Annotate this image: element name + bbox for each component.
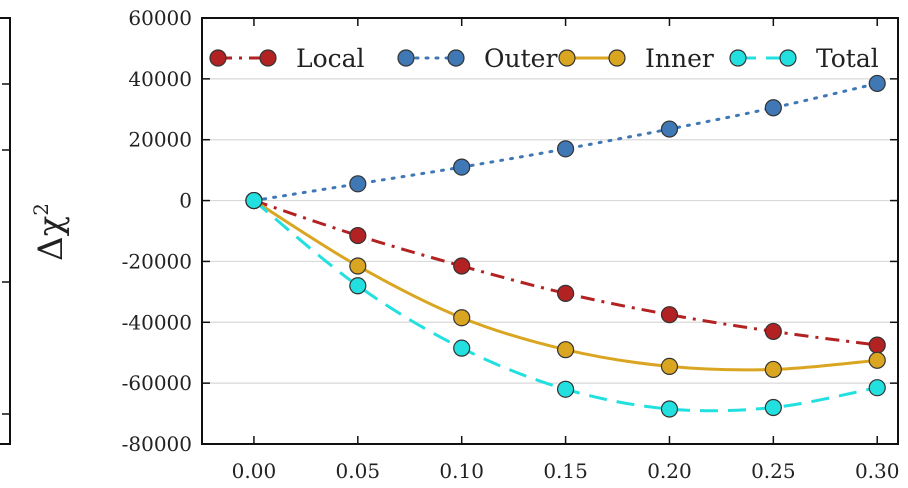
series-lines — [252, 81, 879, 413]
data-point-local — [868, 336, 886, 354]
data-point-outer — [660, 120, 679, 138]
legend-marker-outer — [447, 49, 465, 67]
y-tick-label: -20000 — [122, 249, 192, 273]
plot-frame — [201, 17, 899, 445]
data-point-inner — [764, 360, 782, 379]
data-point-total — [764, 398, 782, 417]
y-tick-label: 40000 — [128, 67, 192, 91]
data-point-total — [868, 379, 886, 397]
x-tick-label: 0.25 — [751, 459, 796, 483]
data-point-local — [453, 257, 471, 275]
legend: Local Outer Inner Total — [209, 44, 879, 73]
data-point-total — [453, 339, 471, 357]
legend-marker-inner — [608, 49, 626, 67]
data-point-inner — [453, 309, 471, 327]
y-axis-label-superscript: 2 — [29, 203, 53, 216]
y-tick-label: -80000 — [122, 432, 192, 456]
legend-label-total: Total — [816, 44, 879, 73]
data-point-total — [349, 277, 367, 295]
y-tick-labels: 60000 40000 20000 0 -20000 -40000 -60000 -80000 — [122, 6, 192, 456]
x-tick-labels: 0.00 0.05 0.10 0.15 0.20 0.25 0.30 — [232, 459, 900, 483]
data-point-local — [660, 306, 679, 324]
data-point-outer — [349, 175, 367, 193]
legend-marker-local — [209, 49, 227, 67]
y-tick-label: 0 — [179, 189, 192, 213]
data-point-local — [349, 226, 367, 245]
data-point-outer — [453, 158, 471, 176]
y-axis-label: Δχ2 — [29, 203, 71, 261]
legend-label-outer: Outer — [484, 44, 557, 73]
x-tick-label: 0.10 — [439, 459, 484, 483]
y-tick-label: 20000 — [128, 128, 192, 152]
data-point-outer — [556, 140, 575, 158]
axis-ticks — [202, 17, 898, 445]
data-point-inner — [349, 257, 367, 275]
data-point-outer — [764, 99, 782, 117]
y-tick-label: -60000 — [122, 371, 192, 395]
series-line-local — [253, 199, 878, 347]
data-point-total — [245, 191, 263, 210]
x-tick-label: 0.00 — [232, 459, 277, 483]
x-tick-label: 0.30 — [855, 459, 900, 483]
y-tick-label: -40000 — [122, 310, 192, 334]
data-point-local — [556, 284, 575, 302]
data-point-inner — [556, 341, 575, 359]
x-tick-label: 0.15 — [543, 459, 588, 483]
x-tick-label: 0.05 — [336, 459, 381, 483]
x-tick-label: 0.20 — [647, 459, 692, 483]
legend-marker-total — [729, 49, 747, 67]
data-point-inner — [660, 357, 679, 376]
legend-marker-outer — [397, 49, 415, 67]
legend-marker-total — [779, 49, 797, 67]
legend-label-inner: Inner — [645, 44, 714, 73]
legend-marker-local — [259, 49, 277, 67]
series-points — [245, 74, 886, 418]
grid-lines — [202, 78, 898, 384]
previous-panel-edge — [0, 17, 11, 445]
legend-marker-inner — [558, 49, 576, 67]
y-axis-label-text: Δχ — [31, 216, 71, 261]
data-point-total — [660, 400, 679, 418]
data-point-outer — [868, 74, 886, 93]
legend-label-local: Local — [296, 44, 365, 73]
data-point-inner — [868, 351, 886, 369]
y-tick-label: 60000 — [128, 6, 192, 30]
data-point-total — [556, 380, 575, 398]
data-point-local — [764, 322, 782, 341]
